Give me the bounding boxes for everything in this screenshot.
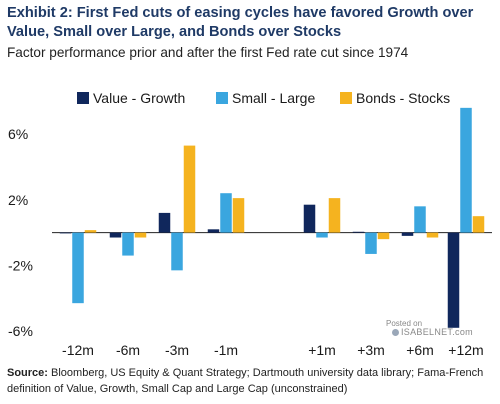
bar: [401, 232, 414, 236]
legend-swatch: [77, 92, 89, 104]
bar: [158, 212, 171, 233]
y-tick-label: -2%: [8, 257, 33, 273]
bar: [447, 232, 460, 328]
watermark-logo-icon: [392, 329, 399, 336]
x-tick-label: -12m: [62, 342, 94, 358]
bar: [134, 232, 147, 238]
y-tick-label: -6%: [8, 323, 33, 339]
bar: [426, 232, 439, 238]
chart-subtitle: Factor performance prior and after the f…: [7, 45, 409, 60]
x-tick-label: +6m: [406, 342, 434, 358]
bar: [232, 198, 245, 233]
bar: [72, 232, 84, 304]
bar: [303, 204, 316, 233]
bar: [472, 216, 485, 233]
x-tick-label: -1m: [214, 342, 238, 358]
bar: [183, 145, 196, 233]
y-tick-label: 6%: [8, 126, 28, 142]
source-text: Bloomberg, US Equity & Quant Strategy; D…: [7, 367, 484, 395]
bar: [207, 229, 220, 233]
bar: [365, 232, 377, 254]
bar: [122, 232, 134, 256]
bar: [460, 107, 472, 233]
watermark-site: ISABELNET.com: [392, 328, 473, 337]
legend-label: Small - Large: [232, 90, 315, 106]
legend-swatch: [340, 92, 352, 104]
x-tick-label: +1m: [308, 342, 336, 358]
watermark: Posted on ISABELNET.com: [386, 319, 473, 337]
bar: [414, 206, 426, 233]
bar: [171, 232, 183, 271]
y-tick-label: 2%: [8, 192, 28, 208]
legend-label: Bonds - Stocks: [356, 90, 450, 106]
bar: [352, 231, 365, 233]
bar: [328, 198, 341, 233]
bar: [59, 232, 72, 234]
source-label: Source:: [7, 367, 48, 379]
bar: [84, 230, 97, 233]
legend-label: Value - Growth: [93, 90, 185, 106]
x-tick-label: +3m: [357, 342, 385, 358]
watermark-posted-on: Posted on: [386, 319, 423, 328]
bar: [316, 232, 328, 238]
bar: [109, 232, 122, 238]
x-tick-label: -6m: [116, 342, 140, 358]
x-tick-label: +12m: [448, 342, 483, 358]
bar: [220, 193, 232, 233]
source-note: Source: Bloomberg, US Equity & Quant Str…: [7, 366, 497, 397]
chart-title: Exhibit 2: First Fed cuts of easing cycl…: [7, 5, 474, 40]
bar: [377, 232, 390, 240]
watermark-site-text: ISABELNET.com: [401, 327, 473, 337]
x-tick-label: -3m: [165, 342, 189, 358]
legend-swatch: [216, 92, 228, 104]
